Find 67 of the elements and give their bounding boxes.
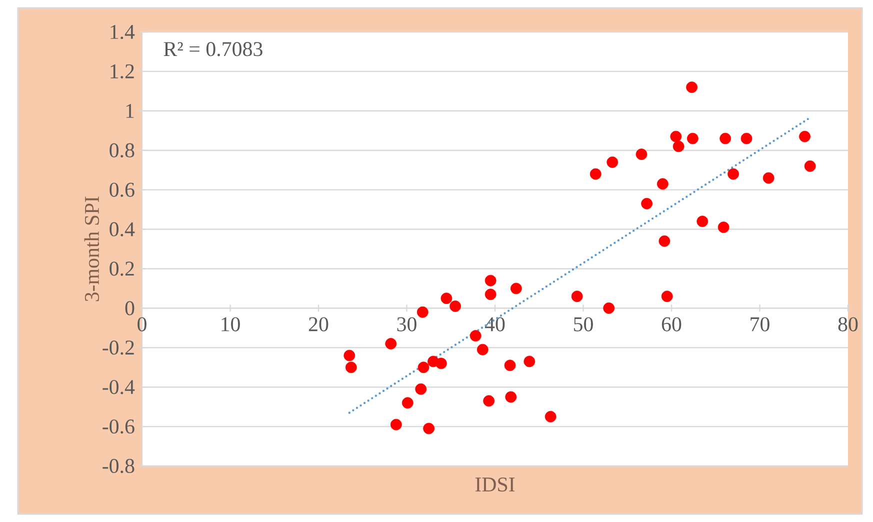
point bbox=[345, 362, 357, 374]
point bbox=[440, 292, 452, 304]
x-tick-label: 70 bbox=[750, 317, 770, 332]
point bbox=[641, 198, 652, 210]
point bbox=[686, 132, 698, 144]
point bbox=[672, 140, 684, 152]
y-axis-title: 3-month SPI bbox=[84, 196, 100, 302]
point bbox=[636, 148, 648, 160]
y-tick-label: -0.6 bbox=[102, 419, 134, 434]
point bbox=[470, 330, 482, 342]
point bbox=[484, 274, 496, 286]
point bbox=[571, 290, 583, 302]
y-tick-label: -0.8 bbox=[102, 458, 134, 474]
point bbox=[450, 300, 461, 312]
point bbox=[686, 82, 698, 93]
annotation: R² = 0.7083 bbox=[164, 42, 262, 56]
point bbox=[728, 168, 739, 180]
y-tick-label: 0.4 bbox=[110, 222, 135, 236]
y-tick-label: 1.4 bbox=[110, 24, 135, 40]
point bbox=[656, 178, 668, 190]
point bbox=[385, 338, 397, 350]
point bbox=[415, 383, 427, 395]
x-tick-label: 50 bbox=[574, 317, 593, 332]
point bbox=[804, 160, 816, 172]
y-tick-label: 0 bbox=[125, 301, 134, 316]
point bbox=[390, 418, 402, 430]
point bbox=[670, 130, 682, 142]
point bbox=[416, 306, 428, 318]
point bbox=[799, 130, 810, 142]
point bbox=[402, 397, 414, 409]
y-tick-label: -0.4 bbox=[102, 380, 135, 394]
y-tick-label: 1.2 bbox=[110, 64, 134, 79]
point bbox=[484, 288, 496, 300]
point bbox=[590, 168, 602, 180]
point bbox=[423, 422, 435, 434]
x-tick-label: 0 bbox=[138, 317, 146, 332]
x-tick-label: 80 bbox=[838, 317, 858, 332]
point bbox=[344, 350, 356, 362]
point bbox=[524, 356, 536, 368]
x-tick-label: 20 bbox=[308, 317, 328, 332]
point bbox=[606, 156, 618, 168]
point bbox=[696, 216, 708, 228]
x-tick-label: 30 bbox=[397, 317, 416, 332]
point bbox=[435, 358, 447, 370]
point bbox=[718, 222, 730, 233]
x-tick-label: 40 bbox=[484, 317, 505, 332]
x-tick-label: 10 bbox=[222, 317, 240, 332]
x-axis-title: IDSI bbox=[475, 478, 515, 492]
point bbox=[418, 362, 430, 374]
point bbox=[658, 235, 670, 247]
point bbox=[510, 282, 522, 294]
x-tick-label: 60 bbox=[662, 317, 682, 332]
y-tick-label: -0.2 bbox=[102, 340, 134, 355]
point bbox=[483, 395, 495, 407]
y-tick-label: 1 bbox=[126, 104, 134, 118]
point bbox=[661, 290, 673, 302]
point bbox=[762, 172, 774, 184]
y-tick-label: 0.8 bbox=[110, 143, 134, 158]
point bbox=[720, 132, 732, 144]
y-tick-label: 0.2 bbox=[110, 262, 134, 276]
point bbox=[476, 344, 488, 356]
point bbox=[505, 391, 517, 403]
point bbox=[740, 132, 752, 144]
point bbox=[544, 410, 556, 422]
y-tick-label: 0.6 bbox=[110, 182, 134, 197]
point bbox=[504, 360, 516, 372]
point bbox=[603, 302, 615, 314]
